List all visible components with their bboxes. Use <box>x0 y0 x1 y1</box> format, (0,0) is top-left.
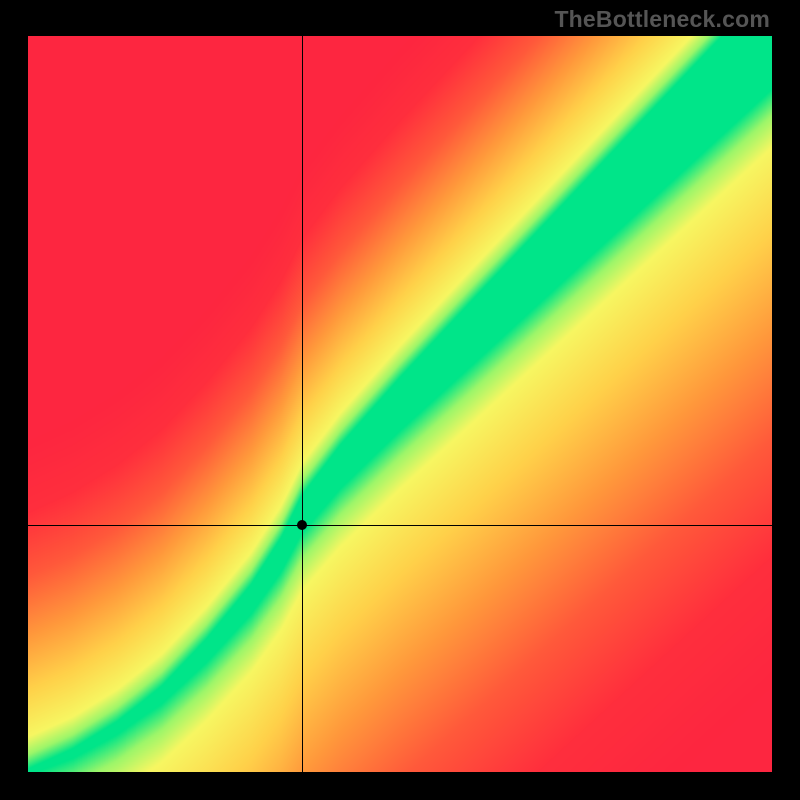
crosshair-vertical <box>302 36 303 772</box>
plot-area <box>28 36 772 772</box>
watermark: TheBottleneck.com <box>554 6 770 33</box>
crosshair-horizontal <box>28 525 772 526</box>
chart-container: TheBottleneck.com <box>0 0 800 800</box>
intersection-marker <box>297 520 307 530</box>
heatmap-canvas <box>28 36 772 772</box>
